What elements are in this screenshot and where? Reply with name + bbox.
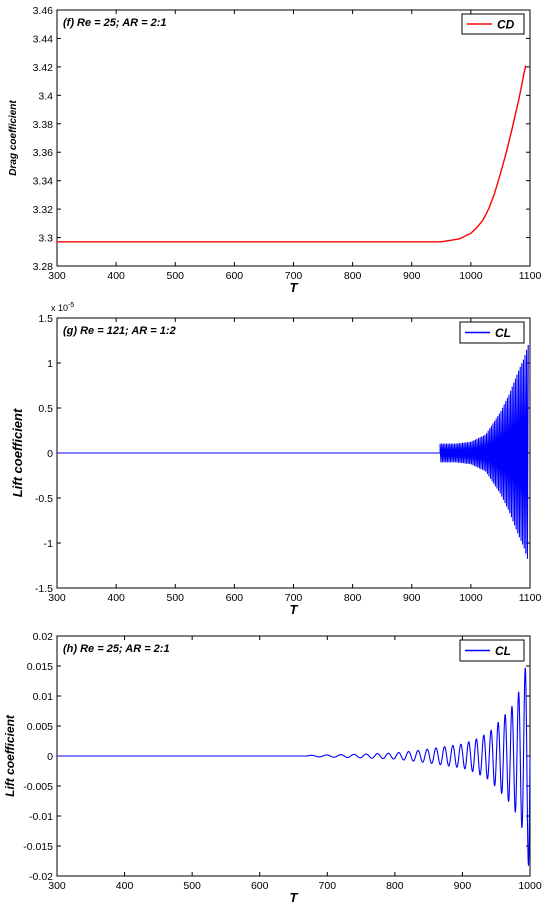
x-axis-title: T bbox=[290, 890, 299, 904]
y-tick-label: -0.02 bbox=[29, 871, 53, 883]
legend-label: CL bbox=[495, 644, 511, 658]
panel-annotation: (g) Re = 121; AR = 1:2 bbox=[63, 325, 176, 337]
y-tick-label: 3.4 bbox=[38, 90, 53, 102]
x-tick-label: 900 bbox=[403, 270, 421, 282]
x-tick-label: 600 bbox=[251, 880, 269, 892]
y-tick-label: 0.02 bbox=[33, 631, 54, 643]
y-tick-label: 1 bbox=[47, 358, 53, 370]
legend-box bbox=[459, 639, 525, 662]
y-tick-label: 3.36 bbox=[33, 147, 54, 159]
x-tick-label: 300 bbox=[48, 592, 66, 604]
x-tick-label: 700 bbox=[319, 880, 337, 892]
x-tick-label: 800 bbox=[344, 270, 362, 282]
x-tick-label: 600 bbox=[226, 270, 244, 282]
y-axis-title: Drag coefficient bbox=[8, 100, 19, 176]
y-exponent-power: -5 bbox=[68, 302, 74, 309]
x-tick-label: 900 bbox=[454, 880, 472, 892]
y-tick-label: 0.5 bbox=[38, 403, 53, 415]
plot-area-frame bbox=[56, 9, 531, 267]
y-tick-label: 3.32 bbox=[33, 204, 54, 216]
x-tick-label: 1000 bbox=[459, 270, 483, 282]
y-exponent-base: x 10 bbox=[51, 303, 68, 313]
x-tick-label: 400 bbox=[107, 592, 125, 604]
x-axis-title: T bbox=[290, 280, 299, 295]
y-tick-label: 3.3 bbox=[38, 233, 53, 245]
y-tick-label: 0.015 bbox=[27, 661, 53, 673]
x-tick-label: 500 bbox=[183, 880, 201, 892]
y-tick-label: 0.01 bbox=[33, 691, 54, 703]
series-line-cl bbox=[57, 667, 531, 866]
x-tick-label: 1000 bbox=[459, 592, 483, 604]
x-tick-label: 300 bbox=[48, 880, 66, 892]
y-tick-label: -1.5 bbox=[35, 583, 53, 595]
y-tick-label: 3.46 bbox=[33, 5, 54, 17]
y-axis-title: Lift coefficient bbox=[3, 714, 17, 797]
y-tick-label: -0.005 bbox=[23, 781, 53, 793]
y-tick-label: -0.015 bbox=[23, 841, 53, 853]
y-tick-label: 3.38 bbox=[33, 119, 54, 131]
y-axis-title: Lift coefficient bbox=[10, 408, 25, 497]
panel-annotation: (h) Re = 25; AR = 2:1 bbox=[63, 643, 170, 655]
x-tick-label: 800 bbox=[344, 592, 362, 604]
x-tick-label: 700 bbox=[285, 270, 303, 282]
chart-panel-f: 300 400 500 600 700 800 900 1000 1100 3.28 3.3 3.32… bbox=[8, 5, 541, 295]
legend-label: CD bbox=[497, 18, 515, 32]
x-axis-title: T bbox=[290, 602, 299, 617]
x-tick-label: 500 bbox=[166, 592, 184, 604]
y-tick-label: 0 bbox=[47, 751, 53, 763]
x-tick-label: 400 bbox=[116, 880, 134, 892]
y-tick-label: 0 bbox=[47, 448, 53, 460]
x-tick-label: 400 bbox=[107, 270, 125, 282]
y-tick-label: 1.5 bbox=[38, 313, 53, 325]
x-tick-label: 800 bbox=[386, 880, 404, 892]
x-tick-label: 1100 bbox=[519, 592, 542, 604]
y-tick-label: 3.42 bbox=[33, 62, 54, 74]
x-tick-label: 1000 bbox=[518, 880, 542, 892]
x-tick-label: 600 bbox=[226, 592, 244, 604]
x-tick-label: 500 bbox=[166, 270, 184, 282]
x-tick-label: 700 bbox=[285, 592, 303, 604]
series-line-cd bbox=[57, 65, 527, 243]
y-tick-label: 3.34 bbox=[33, 176, 54, 188]
y-tick-label: -1 bbox=[44, 538, 53, 550]
y-tick-label: 3.28 bbox=[33, 261, 54, 273]
legend-box bbox=[459, 321, 525, 344]
y-tick-label: -0.5 bbox=[35, 493, 53, 505]
x-tick-label: 1100 bbox=[519, 270, 542, 282]
y-tick-label: -0.01 bbox=[29, 811, 53, 823]
chart-panel-h: 300 400 500 600 700 800 900 1000 -0.02 -0.015 -0.0… bbox=[3, 631, 542, 904]
chart-panel-g: 300 400 500 600 700 800 900 1000 1100 -1.5 -1 -0.5 0… bbox=[10, 302, 541, 617]
x-tick-label: 300 bbox=[48, 270, 66, 282]
y-tick-label: 0.005 bbox=[27, 721, 53, 733]
x-tick-label: 900 bbox=[403, 592, 421, 604]
panel-annotation: (f) Re = 25; AR = 2:1 bbox=[63, 17, 167, 29]
y-exponent-label: x 10-5 bbox=[51, 302, 74, 313]
legend-box bbox=[461, 13, 525, 35]
series-line-cl bbox=[57, 344, 529, 559]
y-tick-label: 3.44 bbox=[33, 33, 54, 45]
legend-label: CL bbox=[495, 326, 511, 340]
